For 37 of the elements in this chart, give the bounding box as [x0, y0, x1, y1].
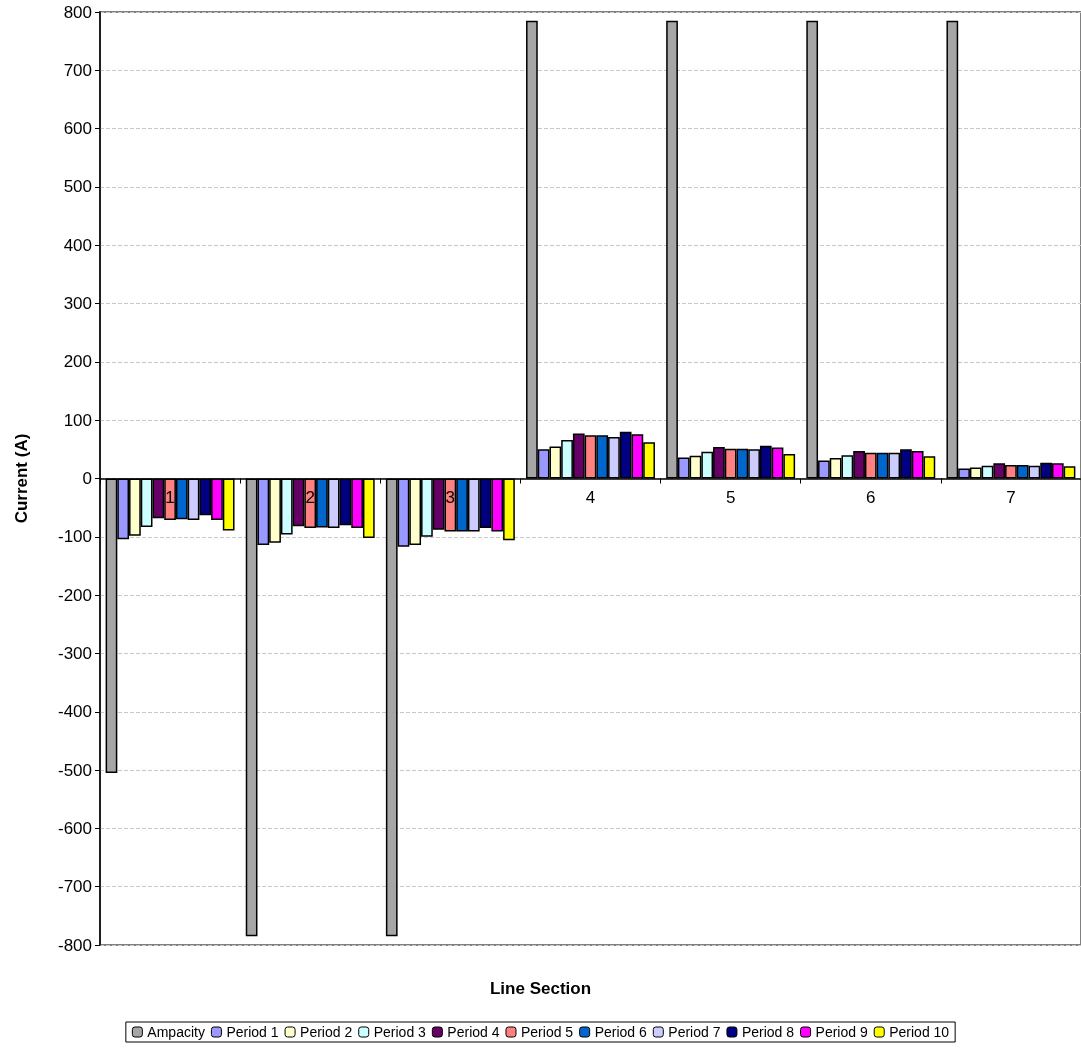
y-tick-label: 0 [82, 469, 92, 488]
legend-label: Period 9 [815, 1024, 868, 1040]
legend-label: Period 2 [300, 1024, 353, 1040]
legend-label: Period 5 [521, 1024, 574, 1040]
legend-label: Period 7 [668, 1024, 721, 1040]
y-tick-label: 600 [63, 119, 92, 139]
y-tick-label: 100 [63, 410, 92, 430]
legend-label: Ampacity [147, 1024, 205, 1040]
legend-label: Period 8 [741, 1024, 795, 1040]
y-tick-label: 300 [63, 294, 92, 314]
legend-label: Period 6 [594, 1024, 647, 1040]
x-tick-label: 5 [725, 487, 736, 507]
y-tick-label: -200 [57, 585, 92, 605]
y-tick-label: -800 [57, 935, 92, 955]
x-tick-label: 6 [866, 487, 876, 507]
y-tick-label: 400 [63, 235, 92, 255]
x-tick-label: 7 [1006, 487, 1016, 507]
legend-label: Period 4 [447, 1024, 500, 1040]
legend-label: Period 1 [226, 1024, 279, 1040]
y-tick-label: -400 [57, 702, 92, 722]
y-tick-label: 700 [63, 60, 92, 80]
y-axis-title: Current (A) [12, 433, 31, 524]
y-tick-label: 800 [63, 2, 92, 22]
x-tick-label: 2 [305, 487, 315, 507]
x-tick-label: 4 [585, 487, 596, 507]
legend-label: Period 10 [889, 1024, 950, 1040]
x-tick-label: 1 [165, 487, 175, 507]
y-tick-label: -100 [57, 527, 92, 547]
legend-label: Period 3 [373, 1024, 427, 1040]
x-axis-title: Line Section [489, 979, 592, 998]
y-tick-label: -600 [57, 818, 92, 838]
y-tick-label: 200 [63, 352, 92, 372]
y-tick-label: 500 [63, 177, 92, 197]
y-tick-label: -700 [57, 877, 92, 897]
x-tick-label: 3 [445, 487, 456, 507]
y-tick-label: -300 [57, 643, 92, 663]
y-tick-label: -500 [57, 760, 92, 780]
